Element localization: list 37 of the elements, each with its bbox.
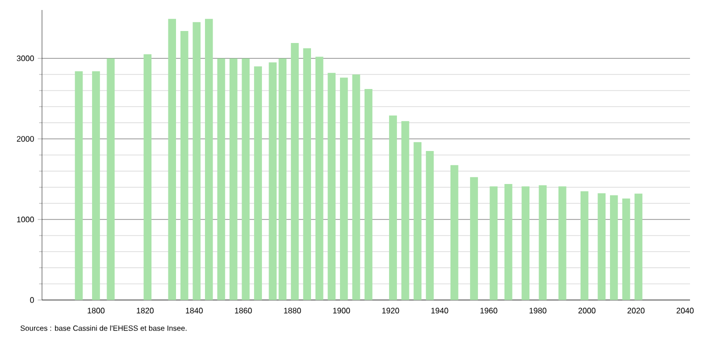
bar bbox=[168, 18, 176, 300]
bar bbox=[328, 72, 336, 300]
bar bbox=[450, 165, 458, 300]
bar bbox=[180, 30, 188, 300]
bar bbox=[426, 150, 434, 300]
bar bbox=[230, 58, 238, 300]
bar bbox=[268, 62, 277, 300]
bar bbox=[401, 121, 410, 300]
bar bbox=[144, 54, 152, 300]
bar bbox=[580, 191, 588, 300]
bar bbox=[538, 185, 547, 300]
bar bbox=[303, 48, 312, 300]
bar bbox=[352, 74, 360, 300]
bar bbox=[558, 186, 566, 300]
bar bbox=[242, 58, 250, 300]
bar bbox=[278, 58, 286, 300]
bar bbox=[522, 186, 530, 300]
bar bbox=[106, 58, 115, 300]
bar bbox=[470, 177, 478, 300]
bar bbox=[414, 142, 422, 300]
bar bbox=[610, 195, 618, 300]
bar bbox=[217, 58, 226, 300]
bar bbox=[389, 116, 397, 300]
bar bbox=[254, 66, 262, 300]
bar bbox=[364, 88, 372, 300]
bar bbox=[598, 193, 606, 300]
bar bbox=[622, 198, 630, 300]
bar bbox=[315, 56, 324, 300]
bar bbox=[490, 186, 498, 300]
bar bbox=[504, 184, 512, 300]
bar bbox=[92, 71, 100, 300]
bar bbox=[204, 18, 213, 300]
bar bbox=[74, 71, 83, 300]
bar bbox=[634, 194, 642, 300]
bar bbox=[192, 22, 201, 300]
bar bbox=[290, 43, 299, 300]
bar bbox=[340, 78, 348, 300]
